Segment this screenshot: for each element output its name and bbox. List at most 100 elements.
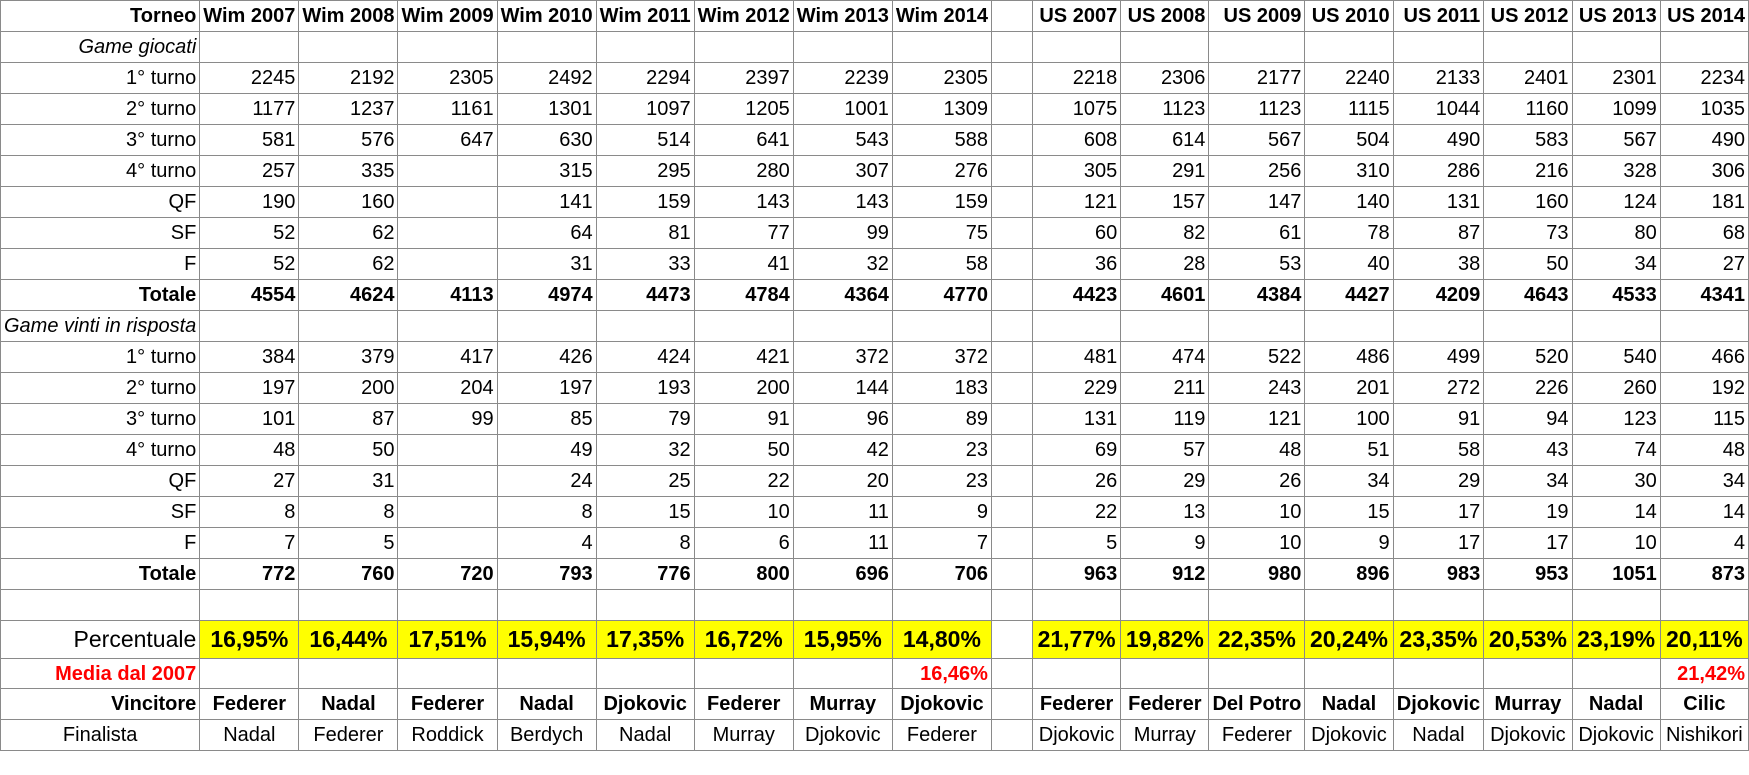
cell-wim-1[interactable]: 1237	[298, 93, 399, 125]
cell-us-4[interactable]: 2133	[1392, 62, 1485, 94]
cell-wim-5[interactable]: Murray	[693, 719, 794, 751]
cell-wim-5[interactable]: 77	[693, 217, 794, 249]
cell-us-0[interactable]: 5	[1031, 527, 1122, 559]
cell-us-2[interactable]: 4384	[1208, 279, 1306, 311]
empty-cell[interactable]	[1120, 310, 1210, 342]
empty-cell[interactable]	[693, 310, 794, 342]
cell-wim-4[interactable]: 25	[595, 465, 695, 497]
percent-us-1[interactable]: 19,82%	[1120, 620, 1210, 659]
cell-us-6[interactable]: 10	[1571, 527, 1661, 559]
empty-cell[interactable]	[1120, 658, 1210, 689]
cell-us-5[interactable]: 43	[1483, 434, 1573, 466]
cell-us-0[interactable]: 60	[1031, 217, 1122, 249]
empty-cell[interactable]	[298, 31, 399, 63]
cell-wim-7[interactable]: 159	[891, 186, 992, 218]
cell-wim-6[interactable]: Djokovic	[792, 719, 893, 751]
cell-wim-6[interactable]: 696	[792, 558, 893, 590]
empty-cell[interactable]	[1304, 310, 1394, 342]
empty-cell[interactable]	[595, 589, 695, 621]
column-header-us-6[interactable]: US 2013	[1571, 0, 1661, 32]
cell-wim-6[interactable]: 143	[792, 186, 893, 218]
column-header-wim-3[interactable]: Wim 2010	[496, 0, 597, 32]
cell-us-2[interactable]: Del Potro	[1208, 688, 1306, 720]
percent-wim-2[interactable]: 17,51%	[397, 620, 498, 659]
cell-wim-4[interactable]: 4473	[595, 279, 695, 311]
cell-us-3[interactable]: 15	[1304, 496, 1394, 528]
empty-cell[interactable]	[1208, 658, 1306, 689]
cell-wim-2[interactable]: 4113	[397, 279, 498, 311]
cell-us-7[interactable]: 181	[1659, 186, 1749, 218]
cell-wim-6[interactable]: 96	[792, 403, 893, 435]
cell-wim-1[interactable]: 200	[298, 372, 399, 404]
cell-wim-0[interactable]: Nadal	[199, 719, 300, 751]
empty-cell[interactable]	[1031, 31, 1122, 63]
cell-wim-7[interactable]: 4770	[891, 279, 992, 311]
cell-us-5[interactable]: 226	[1483, 372, 1573, 404]
empty-cell[interactable]	[1571, 658, 1661, 689]
cell-us-2[interactable]: 1123	[1208, 93, 1306, 125]
cell-wim-0[interactable]: 581	[199, 124, 300, 156]
cell-us-2[interactable]: 567	[1208, 124, 1306, 156]
cell-wim-6[interactable]: 4364	[792, 279, 893, 311]
cell-us-0[interactable]: 4423	[1031, 279, 1122, 311]
cell-us-6[interactable]: 260	[1571, 372, 1661, 404]
cell-wim-4[interactable]: Djokovic	[595, 688, 695, 720]
empty-cell[interactable]	[496, 31, 597, 63]
cell-us-7[interactable]: 490	[1659, 124, 1749, 156]
cell-us-4[interactable]: 38	[1392, 248, 1485, 280]
cell-wim-1[interactable]: 62	[298, 217, 399, 249]
cell-us-4[interactable]: 1044	[1392, 93, 1485, 125]
cell-wim-5[interactable]: 1205	[693, 93, 794, 125]
cell-us-7[interactable]: 115	[1659, 403, 1749, 435]
cell-wim-4[interactable]: 1097	[595, 93, 695, 125]
empty-cell[interactable]	[298, 589, 399, 621]
cell-us-6[interactable]: Djokovic	[1571, 719, 1661, 751]
cell-wim-7[interactable]: 23	[891, 465, 992, 497]
cell-us-6[interactable]: 567	[1571, 124, 1661, 156]
empty-cell[interactable]	[792, 658, 893, 689]
cell-wim-3[interactable]: 4	[496, 527, 597, 559]
cell-wim-0[interactable]: 52	[199, 248, 300, 280]
cell-wim-7[interactable]: 588	[891, 124, 992, 156]
cell-us-0[interactable]: 2218	[1031, 62, 1122, 94]
percent-wim-0[interactable]: 16,95%	[199, 620, 300, 659]
cell-wim-7[interactable]: 7	[891, 527, 992, 559]
empty-cell[interactable]	[298, 658, 399, 689]
cell-us-7[interactable]: 873	[1659, 558, 1749, 590]
column-header-wim-1[interactable]: Wim 2008	[298, 0, 399, 32]
percent-us-6[interactable]: 23,19%	[1571, 620, 1661, 659]
empty-cell[interactable]	[496, 310, 597, 342]
empty-cell[interactable]	[496, 589, 597, 621]
cell-wim-1[interactable]: 31	[298, 465, 399, 497]
cell-us-1[interactable]: 1123	[1120, 93, 1210, 125]
cell-us-4[interactable]: 272	[1392, 372, 1485, 404]
cell-wim-3[interactable]: 24	[496, 465, 597, 497]
cell-wim-4[interactable]: 295	[595, 155, 695, 187]
cell-us-0[interactable]: 1075	[1031, 93, 1122, 125]
cell-wim-6[interactable]: 372	[792, 341, 893, 373]
cell-us-4[interactable]: 29	[1392, 465, 1485, 497]
cell-us-5[interactable]: 4643	[1483, 279, 1573, 311]
cell-wim-3[interactable]: 197	[496, 372, 597, 404]
cell-us-1[interactable]: 2306	[1120, 62, 1210, 94]
percent-us-4[interactable]: 23,35%	[1392, 620, 1485, 659]
cell-us-4[interactable]: 490	[1392, 124, 1485, 156]
cell-us-2[interactable]: 53	[1208, 248, 1306, 280]
cell-us-1[interactable]: 157	[1120, 186, 1210, 218]
cell-us-5[interactable]: 160	[1483, 186, 1573, 218]
cell-us-0[interactable]: 22	[1031, 496, 1122, 528]
cell-wim-5[interactable]: 91	[693, 403, 794, 435]
cell-wim-1[interactable]: 87	[298, 403, 399, 435]
cell-us-2[interactable]: 26	[1208, 465, 1306, 497]
empty-cell[interactable]	[1304, 589, 1394, 621]
cell-wim-3[interactable]: 49	[496, 434, 597, 466]
empty-cell[interactable]	[1304, 658, 1394, 689]
cell-us-4[interactable]: 58	[1392, 434, 1485, 466]
cell-wim-5[interactable]: Federer	[693, 688, 794, 720]
cell-wim-2[interactable]	[397, 186, 498, 218]
cell-us-7[interactable]: 68	[1659, 217, 1749, 249]
cell-us-5[interactable]: 50	[1483, 248, 1573, 280]
empty-cell[interactable]	[693, 658, 794, 689]
percent-us-5[interactable]: 20,53%	[1483, 620, 1573, 659]
cell-wim-1[interactable]: Federer	[298, 719, 399, 751]
